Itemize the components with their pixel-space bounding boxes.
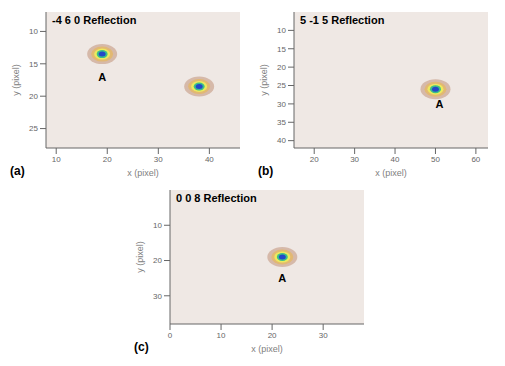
svg-text:25: 25 bbox=[277, 81, 286, 90]
svg-text:50: 50 bbox=[431, 155, 440, 164]
html-text:5 -1 5 Reflection: 5 -1 5 Reflection bbox=[300, 14, 385, 26]
html-text:(b): (b) bbox=[258, 164, 274, 178]
svg-text:35: 35 bbox=[277, 118, 286, 127]
html-text:(a): (a) bbox=[10, 164, 25, 178]
svg-text:10: 10 bbox=[153, 221, 162, 230]
svg-text:x (pixel): x (pixel) bbox=[127, 168, 159, 178]
html-text:0 0 8 Reflection: 0 0 8 Reflection bbox=[176, 192, 257, 204]
svg-text:20: 20 bbox=[103, 155, 112, 164]
svg-text:30: 30 bbox=[277, 100, 286, 109]
svg-text:10: 10 bbox=[277, 26, 286, 35]
html-text:-4 6 0 Reflection: -4 6 0 Reflection bbox=[52, 14, 137, 26]
svg-text:20: 20 bbox=[153, 256, 162, 265]
svg-text:30: 30 bbox=[350, 155, 359, 164]
svg-text:y (pixel): y (pixel) bbox=[135, 241, 145, 273]
svg-text:30: 30 bbox=[154, 155, 163, 164]
svg-text:A: A bbox=[278, 272, 286, 284]
svg-text:x (pixel): x (pixel) bbox=[251, 344, 283, 354]
svg-text:20: 20 bbox=[277, 63, 286, 72]
svg-text:40: 40 bbox=[391, 155, 400, 164]
svg-text:x (pixel): x (pixel) bbox=[375, 168, 407, 178]
svg-text:A: A bbox=[436, 98, 444, 110]
svg-text:40: 40 bbox=[277, 136, 286, 145]
svg-text:10: 10 bbox=[217, 331, 226, 340]
svg-text:25: 25 bbox=[29, 124, 38, 133]
svg-text:y (pixel): y (pixel) bbox=[11, 64, 21, 96]
html-text:(c): (c) bbox=[134, 340, 149, 354]
svg-text:A: A bbox=[98, 71, 106, 83]
svg-text:30: 30 bbox=[319, 331, 328, 340]
svg-text:20: 20 bbox=[268, 331, 277, 340]
svg-text:10: 10 bbox=[29, 27, 38, 36]
svg-text:0: 0 bbox=[168, 331, 173, 340]
svg-text:30: 30 bbox=[153, 292, 162, 301]
svg-text:15: 15 bbox=[29, 60, 38, 69]
svg-text:40: 40 bbox=[205, 155, 214, 164]
svg-text:20: 20 bbox=[29, 92, 38, 101]
svg-text:10: 10 bbox=[52, 155, 61, 164]
svg-text:60: 60 bbox=[471, 155, 480, 164]
svg-text:y (pixel): y (pixel) bbox=[259, 64, 269, 96]
svg-text:20: 20 bbox=[310, 155, 319, 164]
svg-text:15: 15 bbox=[277, 45, 286, 54]
